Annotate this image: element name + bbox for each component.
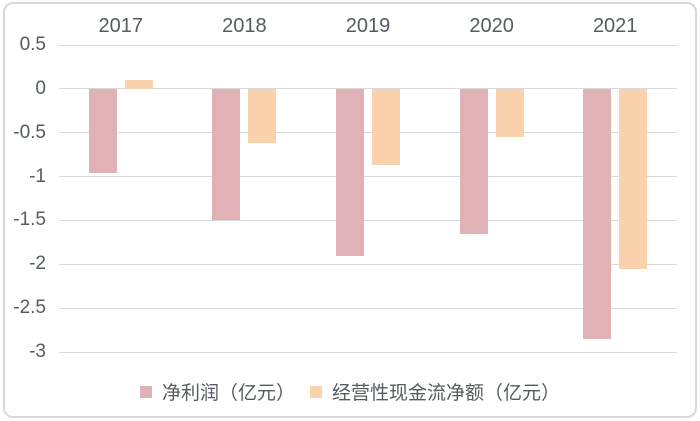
gridline--3 (59, 351, 677, 353)
category-label-2018: 2018 (222, 15, 267, 37)
y-tick-label: -0.5 (13, 121, 46, 143)
gridline--2 (59, 263, 677, 265)
gridline--1 (59, 176, 677, 178)
gridline-0.5 (59, 44, 677, 46)
legend-item-net-profit: 净利润（亿元） (139, 378, 295, 405)
y-tick-label: -1 (29, 165, 46, 187)
y-tick-label: 0 (35, 77, 46, 99)
gridline--0.5 (59, 132, 677, 134)
gridline--2.5 (59, 307, 677, 309)
category-label-2021: 2021 (592, 15, 638, 37)
y-tick-label: -1.5 (13, 209, 46, 231)
bar-net-profit-2017 (88, 88, 117, 174)
category-label-2019: 2019 (345, 15, 391, 37)
bar-operating-cash-flow-2021 (619, 88, 648, 269)
bar-net-profit-2018 (212, 88, 241, 221)
y-tick-label: -2.5 (13, 297, 46, 319)
y-tick-label: -2 (29, 253, 46, 275)
legend: 净利润（亿元） 经营性现金流净额（亿元） (0, 378, 700, 405)
gridline-0 (59, 88, 677, 90)
bar-net-profit-2021 (583, 88, 612, 339)
bar-net-profit-2020 (459, 88, 488, 234)
legend-label-net-profit: 净利润（亿元） (161, 383, 295, 404)
legend-swatch-net-profit (139, 385, 152, 398)
y-tick-label: -3 (29, 341, 46, 362)
gridline--1.5 (59, 219, 677, 221)
bar-operating-cash-flow-2020 (495, 88, 524, 138)
bar-operating-cash-flow-2018 (248, 88, 277, 144)
bar-operating-cash-flow-2017 (124, 80, 153, 89)
y-tick-label: 0.5 (19, 34, 46, 55)
bar-operating-cash-flow-2019 (372, 88, 400, 166)
legend-item-operating-cash-flow: 经营性现金流净额（亿元） (310, 378, 560, 405)
legend-swatch-operating-cash-flow (310, 385, 322, 398)
category-label-2020: 2020 (469, 15, 514, 37)
bar-net-profit-2019 (336, 88, 364, 256)
legend-label-operating-cash-flow: 经营性现金流净额（亿元） (332, 383, 561, 404)
category-label-2017: 2017 (98, 15, 144, 37)
